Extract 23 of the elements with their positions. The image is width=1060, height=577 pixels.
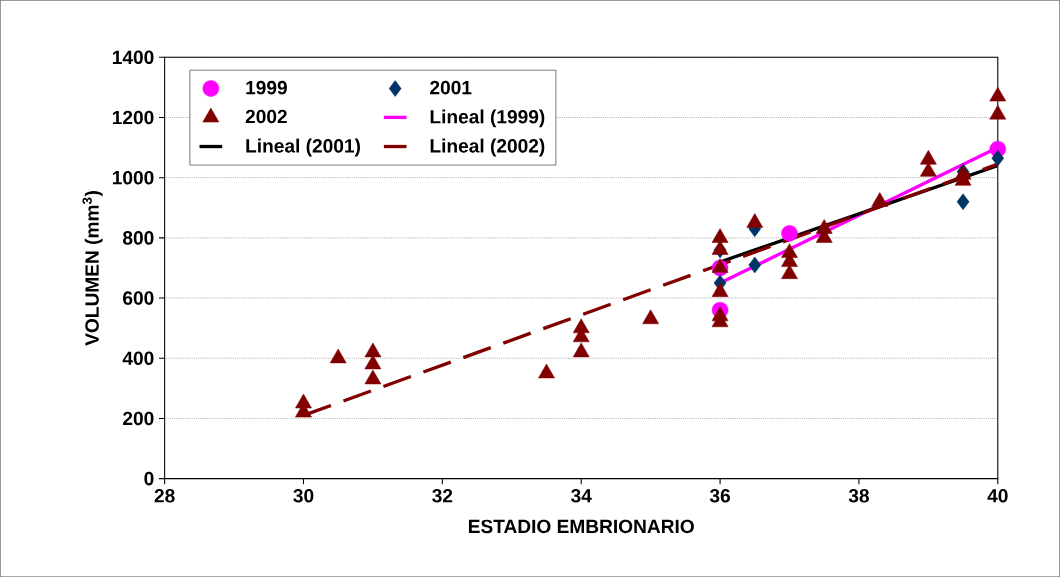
x-tick-label: 36 — [709, 488, 730, 503]
legend-label: 2001 — [430, 80, 472, 95]
y-tick-label: 1200 — [112, 110, 154, 125]
x-tick-label: 32 — [432, 488, 453, 503]
x-tick-label: 34 — [571, 488, 592, 503]
legend-label: 2002 — [245, 109, 287, 124]
x-tick-label: 38 — [848, 488, 869, 503]
legend-label: Lineal (1999) — [430, 109, 545, 128]
x-tick-label: 30 — [293, 488, 314, 503]
y-tick-label: 800 — [122, 231, 154, 245]
y-tick-label: 400 — [122, 351, 154, 365]
x-tick-label: 40 — [987, 488, 1008, 503]
y-tick-label: 1400 — [112, 50, 154, 65]
x-tick-label: 28 — [154, 488, 175, 503]
legend-label: Lineal (2001) — [246, 138, 360, 157]
y-tick-label: 200 — [123, 411, 154, 426]
legend-label: Lineal (2002) — [430, 138, 545, 157]
y-axis-title: VOLUMEN (mm$^{3}$) — [82, 191, 103, 346]
y-tick-label: 600 — [123, 291, 154, 305]
legend-label: 1999 — [246, 80, 287, 95]
y-tick-label: 1000 — [112, 170, 154, 185]
y-tick-label: 0 — [144, 471, 154, 486]
x-axis-title: ESTADIO EMBRIONARIO — [468, 519, 694, 534]
